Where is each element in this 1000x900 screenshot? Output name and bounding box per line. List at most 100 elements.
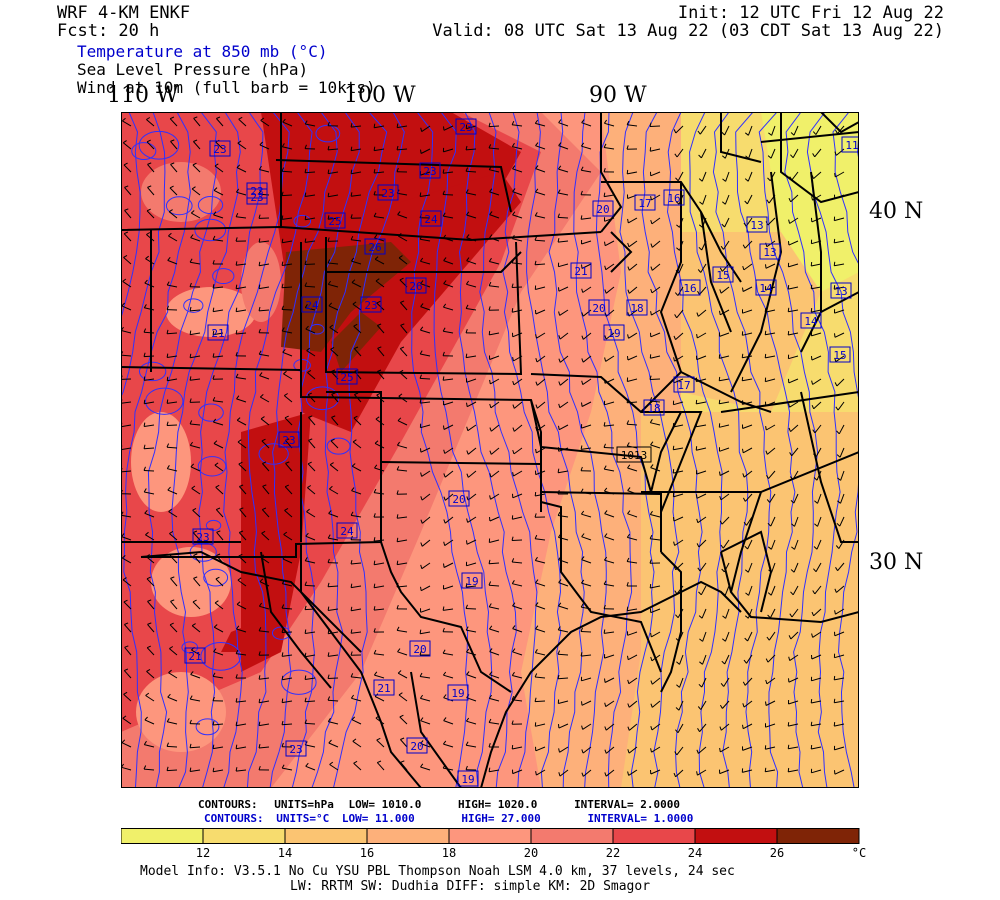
- temperature-value: 19: [451, 687, 464, 700]
- pressure-labels: 1013: [616, 446, 652, 463]
- temperature-value: 18: [630, 302, 643, 315]
- temperature-value: 21: [211, 327, 224, 340]
- colorbar-swatch: [366, 828, 450, 844]
- valid-time: Valid: 08 UTC Sat 13 Aug 22 (03 CDT Sat …: [432, 21, 944, 41]
- temperature-label: 14: [800, 312, 822, 329]
- pressure-low: LOW= 1010.0: [348, 798, 422, 811]
- temperature-label: 23: [455, 118, 477, 135]
- temperature-label: 26: [405, 277, 427, 294]
- temperature-label: 25: [336, 368, 358, 385]
- temperature-label: 23: [278, 431, 300, 448]
- temperature-value: 16: [667, 192, 680, 205]
- pressure-interval: INTERVAL= 2.0000: [574, 798, 681, 811]
- temperature-label: 26: [364, 238, 386, 255]
- temperature-value: 23: [289, 743, 302, 756]
- temperature-value: 23: [459, 121, 472, 134]
- temperature-label: 23: [192, 528, 214, 545]
- temperature-label: 18: [626, 299, 648, 316]
- temperature-label: 17: [634, 194, 656, 211]
- temperature-label: 23: [377, 184, 399, 201]
- temperature-value: 20: [592, 302, 605, 315]
- pressure-units: UNITS=hPa: [274, 798, 334, 811]
- temperature-label: 24: [336, 522, 358, 539]
- temperature-field-title: Temperature at 850 mb (°C): [77, 42, 328, 61]
- temperature-value: 26: [368, 241, 381, 254]
- colorbar-swatch: [448, 828, 532, 844]
- init-time: Init: 12 UTC Fri 12 Aug 22: [677, 3, 944, 23]
- temperature-value: 20: [596, 203, 609, 216]
- colorbar-tick-label: 20: [524, 846, 538, 860]
- temperature-label: 23: [246, 188, 268, 205]
- colorbar-tick-label: 26: [770, 846, 784, 860]
- lat-label-40n: 40 N: [869, 199, 924, 224]
- temperature-value: 23: [196, 531, 209, 544]
- temperature-label: 21: [184, 647, 206, 664]
- colorbar-tick-label: 14: [278, 846, 292, 860]
- temperature-value: 24: [424, 213, 438, 226]
- colorbar-unit: °C: [852, 846, 866, 860]
- temperature-label: 15: [712, 266, 734, 283]
- temperature-value: 17: [638, 197, 651, 210]
- temperature-label: 19: [447, 684, 469, 701]
- temperature-value: 23: [423, 165, 436, 178]
- temperature-label: 13: [830, 282, 852, 299]
- state-borders: [121, 112, 859, 788]
- pressure-contour-info: CONTOURS: UNITS=hPa LOW= 1010.0 HIGH= 10…: [198, 798, 680, 811]
- temperature-value: 23: [381, 187, 394, 200]
- colorbar-swatch: [121, 828, 204, 844]
- model-info-line1: Model Info: V3.5.1 No Cu YSU PBL Thompso…: [140, 864, 735, 879]
- temperature-value: 13: [750, 219, 763, 232]
- colorbar-swatch: [202, 828, 286, 844]
- temperature-label: 21: [207, 324, 229, 341]
- temperature-value: 25: [340, 371, 353, 384]
- temperature-value: 15: [716, 269, 729, 282]
- colorbar-swatch: [530, 828, 614, 844]
- temperature-value: 18: [647, 402, 660, 415]
- temperature-label: 14: [755, 279, 777, 296]
- temperature-label: 23: [285, 740, 307, 757]
- model-title: WRF 4-KM ENKF: [57, 3, 191, 23]
- wind-barbs: [121, 116, 845, 778]
- temperature-value: 13: [763, 246, 776, 259]
- temperature-value: 17: [677, 379, 690, 392]
- temperature-value: 20: [413, 643, 426, 656]
- temperature-label: 20: [448, 490, 470, 507]
- temperature-label: 24: [420, 210, 442, 227]
- colorbar-swatch: [776, 828, 860, 844]
- temperature-value: 21: [574, 265, 587, 278]
- temperature-label: 20: [406, 737, 428, 754]
- pressure-field-title: Sea Level Pressure (hPa): [77, 60, 309, 79]
- colorbar-swatch: [612, 828, 696, 844]
- temperature-value: 21: [377, 682, 390, 695]
- temperature-contours-label: CONTOURS:: [204, 812, 264, 825]
- temperature-label: 19: [461, 572, 483, 589]
- temperature-high: HIGH= 27.000: [461, 812, 541, 825]
- temperature-label: 20: [409, 640, 431, 657]
- colorbar-tick-label: 16: [360, 846, 374, 860]
- colorbar-tick-label: 18: [442, 846, 456, 860]
- temperature-interval: INTERVAL= 1.0000: [587, 812, 694, 825]
- colorbar-tick-label: 24: [688, 846, 702, 860]
- temperature-value: 26: [409, 280, 422, 293]
- temperature-value: 23: [250, 185, 263, 198]
- temperature-value: 21: [188, 650, 201, 663]
- temperature-low: LOW= 11.000: [341, 812, 415, 825]
- pressure-value: 1013: [621, 449, 648, 462]
- lon-label-110w: 110 W: [107, 83, 179, 108]
- colorbar-swatch: [694, 828, 778, 844]
- temperature-value: 15: [833, 349, 846, 362]
- temperature-value: 19: [461, 773, 474, 786]
- temperature-label: 21: [373, 679, 395, 696]
- temperature-value: 20: [452, 493, 465, 506]
- temperature-value: 16: [683, 282, 696, 295]
- temperature-label: 18: [643, 399, 665, 416]
- pressure-contours-label: CONTOURS:: [198, 798, 258, 811]
- temperature-value: 19: [465, 575, 478, 588]
- temperature-value: 20: [410, 740, 423, 753]
- temperature-label: 13: [759, 243, 781, 260]
- temperature-label: 24: [301, 296, 323, 313]
- temperature-value: 23: [213, 143, 226, 156]
- temperature-value: 13: [834, 285, 847, 298]
